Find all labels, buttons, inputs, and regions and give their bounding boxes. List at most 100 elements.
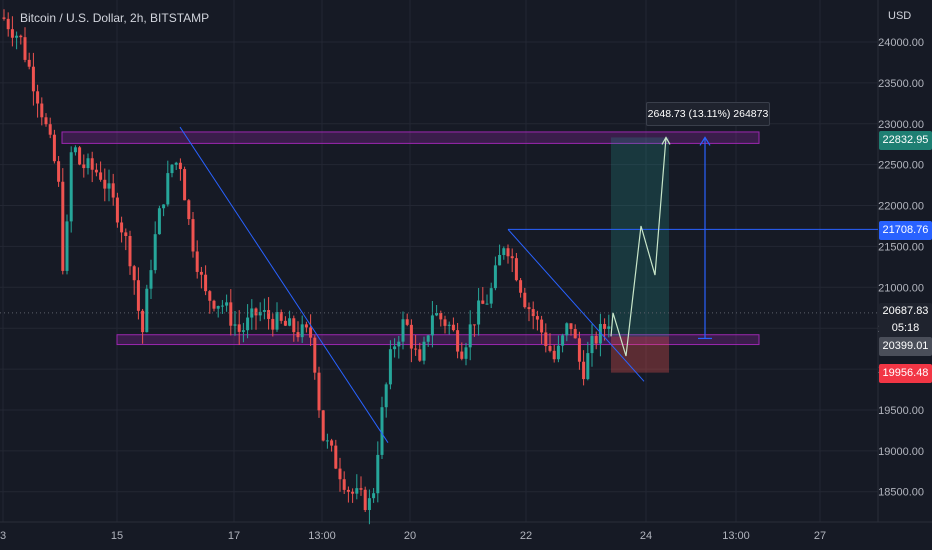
candle-body [401,319,405,342]
candle-body [556,345,560,360]
candle-body [594,336,598,344]
entry-price-tag: 20399.01 [879,337,932,356]
candle-body [510,256,514,259]
candle-body [31,66,35,92]
candle-body [456,330,460,352]
candle-body [498,254,502,266]
long-position-box [611,137,669,373]
candle-body [460,351,464,359]
candle-body [481,300,485,304]
candle-body [90,158,94,170]
candle-body [78,147,82,165]
candle-body [225,302,229,306]
candle-body [565,323,569,336]
currency-label: USD [888,10,912,22]
candle-body [388,349,392,385]
candle-body [451,324,455,331]
candle-body [132,266,136,281]
candle-body [472,324,476,326]
candlesticks [2,9,611,525]
candle-body [569,323,573,330]
candle-body [275,312,279,330]
candle-body [36,91,40,104]
resistance-zone [61,131,760,144]
candle-body [27,59,31,67]
candle-body [153,234,157,271]
price-tick-label: 19500.00 [878,405,924,417]
price-tick-label: 22000.00 [878,201,924,213]
candle-body [23,37,27,60]
candle-body [321,410,325,441]
time-tick-label: 3 [0,530,6,542]
candle-body [174,162,178,165]
candle-body [237,324,241,332]
candle-body [384,384,388,408]
candle-body [573,329,577,339]
candle-body [103,179,107,189]
candle-body [241,330,245,332]
candle-body [166,173,170,205]
candle-body [435,312,439,316]
trendline-drawings [0,126,878,443]
candle-body [267,310,271,319]
price-tick-label: 19000.00 [878,446,924,458]
candle-body [145,288,149,333]
candle-body [120,222,124,233]
candle-body [577,338,581,362]
candle-body [288,318,292,326]
line-price-tag: 21708.76 [879,221,932,240]
candle-body [376,454,380,494]
candle-body [330,440,334,446]
candle-body [603,323,607,329]
candle-body [418,349,422,361]
candle-body [86,158,90,169]
candle-body [447,324,451,326]
candle-body [430,315,434,336]
candle-body [393,346,397,350]
time-tick-label: 17 [228,530,240,542]
time-tick-label: 20 [404,530,416,542]
target-price-tag: 22832.95 [879,131,932,150]
price-tick-label: 23500.00 [878,78,924,90]
candle-body [262,310,266,312]
candle-body [464,347,468,359]
countdown-value: 05:18 [891,322,920,334]
chart-grid [0,0,878,522]
candle-body [44,117,48,125]
candle-body [439,312,443,320]
candle-body [514,258,518,281]
candle-body [115,197,119,223]
candle-body [359,488,363,490]
time-axis: 3 15 17 13:00 20 22 24 13:00 27 [0,521,932,542]
candle-body [170,164,174,174]
time-tick-label: 27 [814,530,826,542]
price-tick-label: 22500.00 [878,160,924,172]
candle-body [107,183,111,189]
candle-body [397,341,401,347]
candle-body [6,18,10,30]
candle-body [531,309,535,317]
candle-body [178,162,182,170]
candle-body [342,479,346,490]
price-tick-label: 21500.00 [878,241,924,253]
candle-body [325,440,329,442]
candle-body [187,200,191,220]
time-tick-label: 13:00 [722,530,750,542]
downtrend-line-1 [179,126,389,443]
price-axis: 24000.00 23500.00 23000.00 22500.00 22000.00… [877,0,924,522]
price-tick-label: 21000.00 [878,282,924,294]
time-tick-label: 15 [111,530,123,542]
candle-body [414,348,418,350]
candle-body [69,152,73,222]
candle-body [338,468,342,480]
candle-body [586,353,590,380]
price-tick-label: 18500.00 [878,487,924,499]
projection-arrowhead [661,136,671,145]
candle-body [540,319,544,333]
time-tick-label: 24 [640,530,652,542]
candle-body [157,208,161,235]
last-price-tag: 20687.83 05:18 [879,303,932,339]
candle-body [162,204,166,209]
candle-body [149,270,153,289]
